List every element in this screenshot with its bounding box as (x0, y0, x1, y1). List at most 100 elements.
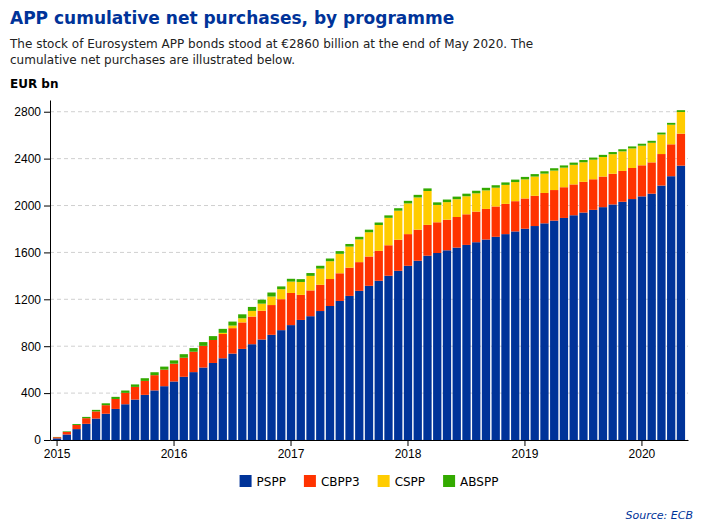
bar (345, 296, 353, 440)
bar (638, 144, 646, 146)
bar (287, 293, 295, 325)
bar (423, 256, 431, 440)
bar (238, 318, 246, 322)
bar (277, 289, 285, 299)
tick: 2000 (14, 199, 50, 213)
bar (82, 417, 90, 418)
bar (443, 220, 451, 251)
bar (375, 223, 383, 225)
bar (560, 165, 568, 167)
bar (482, 240, 490, 440)
bar (160, 386, 168, 440)
bar (102, 403, 110, 405)
y-axis: 040080012001600200024002800 (14, 101, 50, 448)
bar (531, 174, 539, 176)
tick-mark (407, 440, 408, 446)
tick-label: 1600 (14, 246, 41, 260)
tick-label: 2800 (14, 105, 41, 119)
bar (589, 210, 597, 440)
bar (63, 432, 71, 435)
tick-label: 1200 (14, 293, 41, 307)
bar (540, 193, 548, 223)
bar (618, 151, 626, 171)
tick: 0 (34, 433, 50, 447)
bar (92, 410, 100, 412)
bar (238, 322, 246, 348)
tick-mark (44, 252, 50, 253)
bar (501, 234, 509, 440)
bar (443, 200, 451, 203)
bar (384, 215, 392, 217)
bar (180, 354, 188, 358)
bar (258, 311, 266, 340)
tick: 2016 (161, 440, 188, 461)
bar (375, 251, 383, 281)
bar (111, 397, 119, 399)
bar (219, 358, 227, 440)
bar (433, 253, 441, 440)
bar (618, 171, 626, 202)
tick-mark (44, 440, 50, 441)
bar (170, 360, 178, 363)
bar (219, 334, 227, 358)
bar (628, 199, 636, 440)
bar (326, 259, 334, 262)
bar (540, 223, 548, 440)
bar (677, 134, 685, 166)
tick-label: 2015 (44, 447, 71, 461)
bar (345, 244, 353, 247)
bar (472, 191, 480, 194)
tick: 1200 (14, 293, 50, 307)
bar (53, 438, 61, 440)
bar (375, 225, 383, 251)
bar (131, 384, 139, 386)
bar (238, 314, 246, 318)
bar (72, 425, 80, 429)
legend-label: PSPP (257, 475, 286, 489)
bar (345, 268, 353, 296)
bar (199, 346, 207, 368)
bar (570, 215, 578, 440)
bar (365, 286, 373, 440)
bar (492, 188, 500, 207)
bar (472, 242, 480, 440)
series (219, 112, 685, 334)
bar (297, 295, 305, 320)
bar (521, 198, 529, 228)
series (53, 134, 685, 439)
bar (570, 184, 578, 215)
bar (667, 125, 675, 145)
bar (72, 424, 80, 425)
bar (267, 305, 275, 335)
bar (677, 110, 685, 112)
bar (579, 213, 587, 440)
bar (306, 276, 314, 291)
bar (336, 273, 344, 301)
bar (462, 214, 470, 245)
bar (657, 186, 665, 440)
bar (287, 325, 295, 440)
bar (648, 141, 656, 143)
bar (667, 144, 675, 176)
legend-item: ABSPP (443, 475, 498, 489)
bar (677, 166, 685, 440)
tick-mark (641, 440, 642, 446)
bar (657, 154, 665, 186)
bar (160, 370, 168, 387)
bar (111, 409, 119, 440)
tick-mark (44, 346, 50, 347)
bar (443, 250, 451, 440)
bar (404, 266, 412, 440)
bar (121, 404, 129, 440)
bar (63, 431, 71, 432)
tick-label: 2018 (395, 447, 422, 461)
bar (423, 191, 431, 225)
tick-mark (44, 299, 50, 300)
tick-mark (44, 393, 50, 394)
tick-mark (524, 440, 525, 446)
bar (609, 174, 617, 205)
bar (277, 330, 285, 440)
bar (414, 197, 422, 229)
tick: 1600 (14, 246, 50, 260)
bar (404, 201, 412, 204)
